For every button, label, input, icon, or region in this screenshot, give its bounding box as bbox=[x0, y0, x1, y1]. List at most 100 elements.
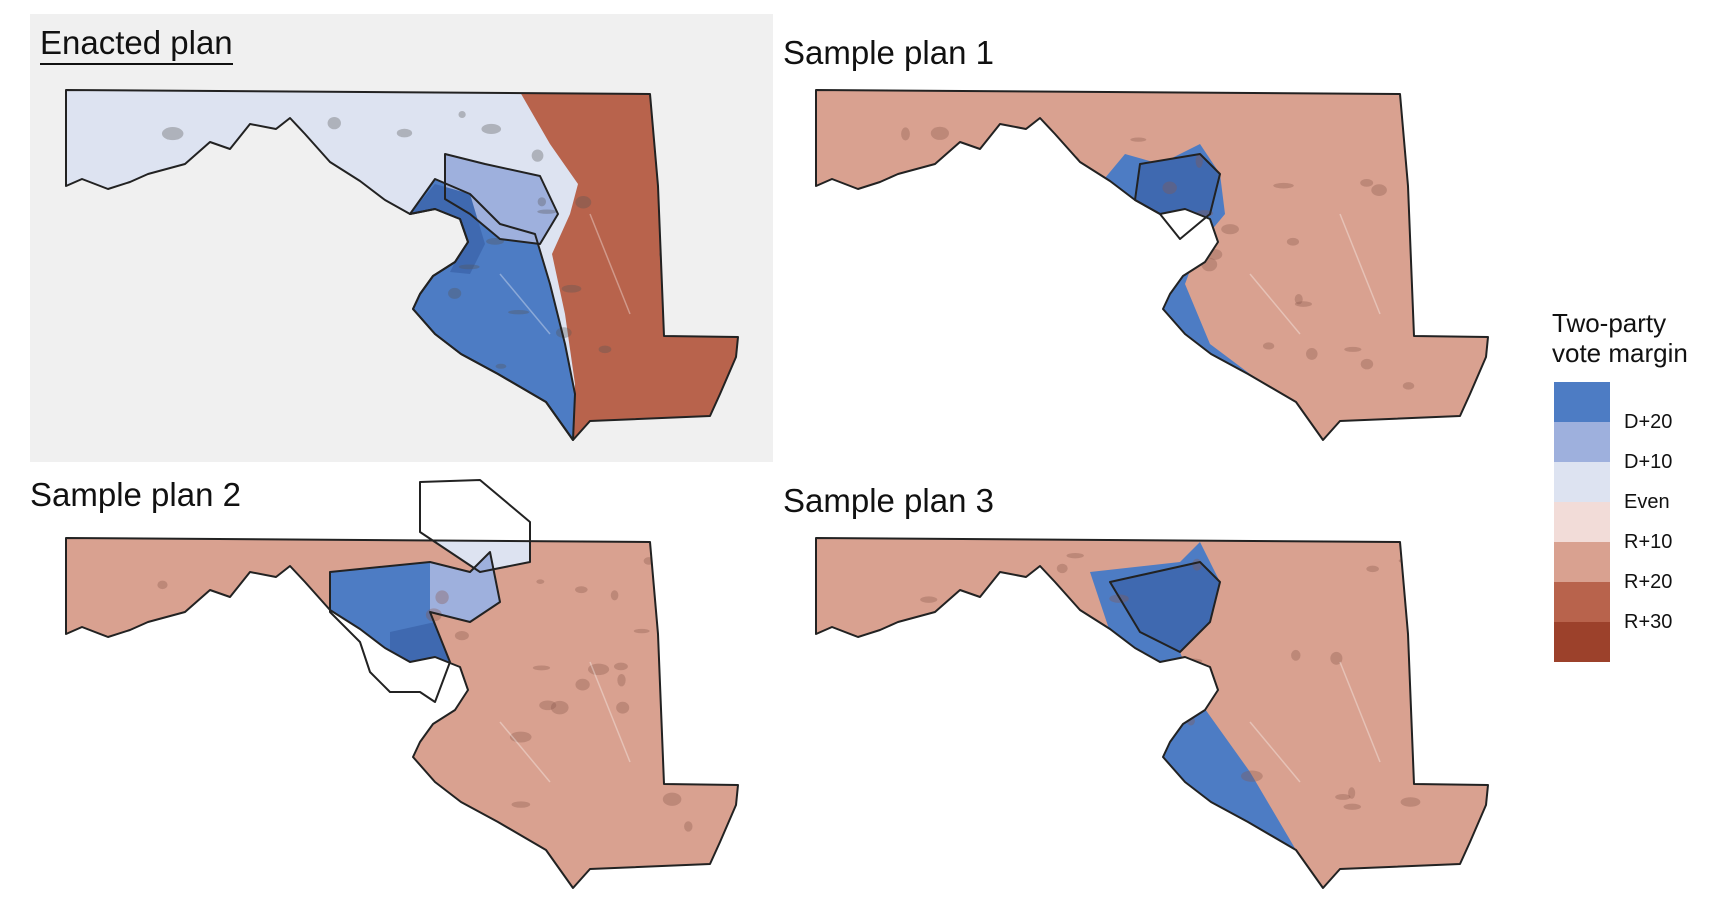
population-center bbox=[385, 267, 396, 280]
population-center bbox=[1371, 184, 1387, 197]
population-center bbox=[1294, 293, 1303, 305]
sample-plan-1-map bbox=[815, 89, 1489, 441]
panel-title: Sample plan 1 bbox=[783, 34, 994, 71]
population-center bbox=[1343, 803, 1362, 810]
population-center bbox=[1056, 563, 1068, 574]
population-center bbox=[1273, 182, 1294, 189]
population-center bbox=[598, 345, 612, 354]
panel-sample-plan-3: Sample plan 3 bbox=[780, 462, 1520, 910]
population-center bbox=[1330, 651, 1343, 665]
population-center bbox=[665, 238, 683, 250]
population-center bbox=[537, 209, 557, 214]
population-center bbox=[396, 128, 413, 138]
population-center bbox=[454, 630, 469, 641]
population-center bbox=[376, 719, 388, 730]
district-rep bbox=[816, 90, 1488, 440]
population-center bbox=[1195, 154, 1203, 168]
map-layer bbox=[66, 538, 738, 888]
legend: Two-party vote margin D+20 D+10 Even R+10 R+… bbox=[1552, 308, 1722, 678]
legend-colorbar bbox=[1554, 382, 1610, 662]
population-center bbox=[1417, 668, 1431, 678]
population-center bbox=[255, 245, 266, 254]
population-center bbox=[1119, 645, 1133, 654]
population-center bbox=[610, 590, 619, 601]
legend-tick-label: R+20 bbox=[1624, 571, 1673, 593]
population-center bbox=[147, 673, 159, 680]
population-center bbox=[481, 123, 502, 135]
population-center bbox=[1122, 792, 1141, 797]
population-center bbox=[1161, 345, 1180, 353]
legend-swatch bbox=[1554, 542, 1610, 582]
population-center bbox=[508, 310, 530, 315]
legend-tick-label: Even bbox=[1624, 491, 1670, 513]
population-center bbox=[1115, 197, 1130, 205]
population-center bbox=[1192, 558, 1202, 571]
population-center bbox=[511, 801, 531, 808]
population-center bbox=[996, 333, 1006, 339]
population-center bbox=[684, 821, 693, 832]
district-east-r20 bbox=[520, 92, 738, 440]
population-center bbox=[587, 663, 610, 676]
district-dem-dark bbox=[1110, 562, 1220, 652]
population-center bbox=[210, 326, 217, 334]
population-center bbox=[1130, 137, 1147, 142]
population-center bbox=[1426, 279, 1449, 294]
population-center bbox=[304, 354, 324, 368]
population-center bbox=[340, 289, 356, 297]
legend-title-line2: vote margin bbox=[1552, 338, 1688, 368]
population-center bbox=[157, 580, 168, 590]
district-west-even bbox=[66, 90, 738, 440]
population-center bbox=[396, 732, 403, 742]
population-center bbox=[331, 677, 340, 691]
population-center bbox=[1335, 793, 1351, 800]
district-dem-dark bbox=[410, 184, 485, 274]
state-outline bbox=[65, 89, 739, 441]
population-center bbox=[296, 214, 314, 221]
population-center bbox=[458, 110, 466, 119]
enacted-plan-map bbox=[65, 89, 739, 441]
population-center bbox=[942, 165, 957, 174]
population-center bbox=[1013, 193, 1026, 206]
population-center bbox=[901, 127, 910, 141]
population-center bbox=[1221, 224, 1239, 235]
population-center bbox=[896, 634, 911, 644]
panel-sample-plan-2: Sample plan 2 bbox=[30, 462, 773, 910]
population-center bbox=[575, 586, 588, 594]
population-center bbox=[539, 700, 557, 711]
population-center bbox=[406, 670, 426, 683]
population-center bbox=[1109, 342, 1124, 348]
population-center bbox=[1149, 262, 1171, 269]
population-center bbox=[920, 596, 938, 603]
legend-tick-label: D+10 bbox=[1624, 451, 1673, 473]
panel-title: Enacted plan bbox=[40, 26, 233, 65]
state-outline bbox=[65, 537, 739, 889]
population-center bbox=[509, 731, 532, 743]
population-center bbox=[398, 706, 407, 712]
population-center bbox=[311, 382, 319, 395]
population-center bbox=[1348, 787, 1356, 799]
district-rep bbox=[66, 538, 738, 888]
population-center bbox=[550, 700, 569, 715]
population-center bbox=[223, 637, 242, 645]
population-center bbox=[675, 125, 696, 138]
population-center bbox=[1201, 257, 1218, 272]
population-center bbox=[536, 579, 545, 584]
population-center bbox=[1162, 181, 1177, 195]
population-center bbox=[987, 587, 999, 600]
population-center bbox=[1262, 342, 1275, 350]
district-d10 bbox=[430, 552, 500, 622]
population-center bbox=[616, 701, 630, 714]
population-center bbox=[949, 200, 963, 213]
population-center bbox=[1294, 301, 1312, 307]
legend-swatch bbox=[1554, 502, 1610, 542]
district-rep bbox=[816, 538, 1488, 888]
district-dem-dark bbox=[1135, 154, 1220, 239]
state-outline bbox=[815, 89, 1489, 441]
map-layer bbox=[816, 90, 1488, 440]
population-center bbox=[1160, 358, 1178, 368]
population-center bbox=[458, 264, 480, 270]
population-center bbox=[1291, 649, 1301, 661]
legend-swatch bbox=[1554, 462, 1610, 502]
population-center bbox=[575, 678, 590, 691]
population-center bbox=[1122, 669, 1142, 678]
